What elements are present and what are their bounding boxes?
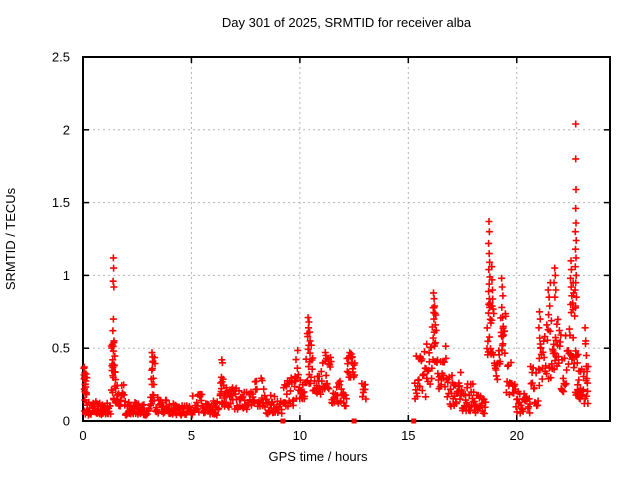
y-tick-label: 2.5 bbox=[52, 50, 70, 65]
data-points-layer bbox=[80, 120, 592, 419]
x-tick-label: 10 bbox=[293, 428, 307, 443]
x-axis-label: GPS time / hours bbox=[268, 449, 368, 464]
x-tick-label: 0 bbox=[79, 428, 86, 443]
x-tick-label: 20 bbox=[510, 428, 524, 443]
y-tick-label: 0.5 bbox=[52, 341, 70, 356]
x-tick-label: 15 bbox=[401, 428, 415, 443]
y-tick-label: 2 bbox=[63, 122, 70, 137]
axis-zero-marker bbox=[351, 418, 357, 424]
axis-zero-marker bbox=[411, 418, 417, 424]
y-tick-label: 0 bbox=[63, 414, 70, 429]
axis-zero-marker bbox=[280, 418, 286, 424]
y-tick-label: 1 bbox=[63, 268, 70, 283]
y-tick-label: 1.5 bbox=[52, 195, 70, 210]
chart-title: Day 301 of 2025, SRMTID for receiver alb… bbox=[221, 15, 472, 30]
plot-border bbox=[82, 56, 611, 422]
x-tick-label: 5 bbox=[188, 428, 195, 443]
